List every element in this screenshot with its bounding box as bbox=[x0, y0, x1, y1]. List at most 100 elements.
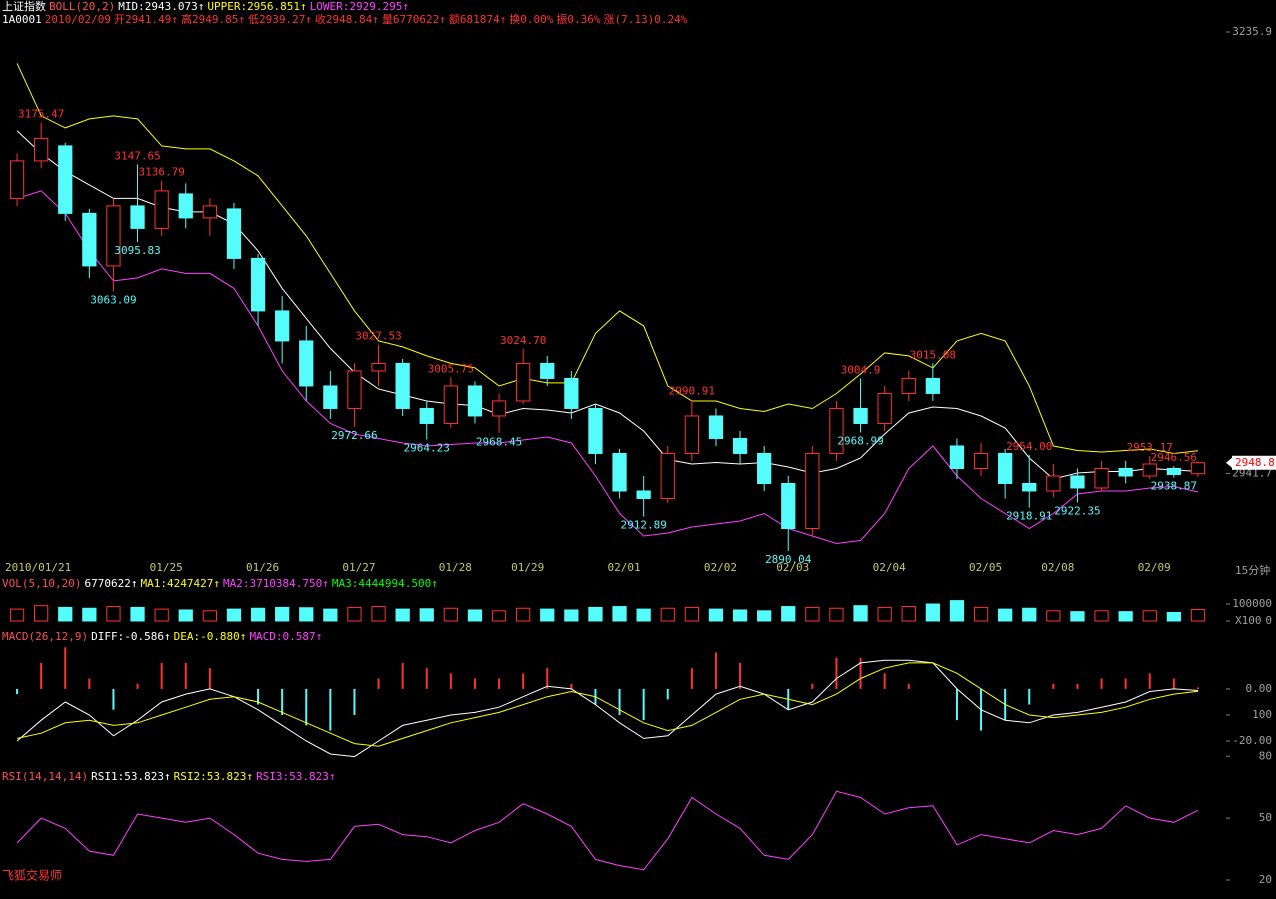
volume-bar bbox=[9, 608, 25, 622]
volume-bar bbox=[636, 608, 651, 622]
candle-body bbox=[949, 445, 965, 469]
x-tick-label: 01/26 bbox=[246, 561, 279, 574]
indicator-line bbox=[16, 659, 1199, 758]
y-tick-label: 50 bbox=[1259, 811, 1272, 824]
candle-body bbox=[1118, 467, 1133, 477]
volume-bar bbox=[226, 608, 242, 622]
extreme-label: 3175.47 bbox=[18, 108, 64, 121]
volume-bar bbox=[853, 605, 868, 622]
candle-body bbox=[757, 452, 772, 484]
x-tick-label: 02/08 bbox=[1041, 561, 1074, 574]
candle-body bbox=[853, 407, 868, 424]
candle-body bbox=[564, 377, 579, 409]
candle-body bbox=[154, 190, 169, 229]
volume-bar bbox=[34, 605, 49, 622]
header-item: BOLL(20,2) bbox=[49, 0, 116, 13]
x-tick-label: 02/09 bbox=[1138, 561, 1171, 574]
candle-body bbox=[540, 362, 555, 379]
header-item: 6770622↑ bbox=[84, 577, 138, 590]
candle-body bbox=[998, 452, 1013, 484]
header-item: RSI3:53.823↑ bbox=[256, 770, 336, 783]
x-tick-label: 02/03 bbox=[776, 561, 809, 574]
period-label: 15分钟 bbox=[1235, 563, 1270, 577]
y-tick-label: 20 bbox=[1259, 873, 1272, 886]
volume-bar bbox=[660, 607, 675, 622]
brand: 飞狐交易师 bbox=[2, 868, 62, 883]
extreme-label: 2964.23 bbox=[404, 442, 450, 455]
volume-bar bbox=[250, 607, 266, 622]
candle-body bbox=[9, 160, 25, 199]
volume-bar bbox=[130, 606, 145, 622]
candle-body bbox=[443, 385, 458, 424]
header-item: RSI(14,14,14) bbox=[2, 770, 89, 783]
header-item: 收2948.84↑ bbox=[314, 13, 379, 26]
volume-bar bbox=[829, 607, 844, 622]
indicator-line bbox=[16, 190, 1199, 545]
volume-bar bbox=[564, 609, 579, 622]
indicator-line bbox=[16, 130, 1199, 480]
volume-bar bbox=[1022, 607, 1037, 622]
price-tag-label: 2948.8 bbox=[1235, 456, 1275, 469]
indicator-header: MACD(26,12,9) DIFF:-0.586↑ DEA:-0.880↑ MACD… bbox=[2, 630, 325, 643]
candle-body bbox=[1046, 475, 1061, 492]
volume-bar bbox=[973, 606, 989, 622]
indicator-line bbox=[16, 63, 1199, 455]
candle-body bbox=[226, 208, 242, 259]
header-item: RSI1:53.823↑ bbox=[91, 770, 171, 783]
volume-bar bbox=[612, 606, 627, 622]
x-tick-label: 01/25 bbox=[150, 561, 183, 574]
candle-body bbox=[82, 212, 97, 267]
candle-body bbox=[395, 362, 410, 409]
candle-body bbox=[516, 362, 531, 402]
extreme-label: 2953.17 bbox=[1127, 441, 1173, 454]
x-tick-label: 01/28 bbox=[439, 561, 472, 574]
candle-body bbox=[323, 385, 338, 409]
volume-bar bbox=[1070, 611, 1085, 622]
x-tick-label: 2010/01/21 bbox=[5, 561, 71, 574]
candle-body bbox=[732, 437, 748, 454]
indicator-header: VOL(5,10,20) 6770622↑ MA1:4247427↑ MA2:3710… bbox=[2, 577, 441, 590]
header-item: 额681874↑ bbox=[448, 13, 507, 26]
candle-body bbox=[275, 310, 290, 342]
volume-bar bbox=[805, 606, 820, 622]
candle-body bbox=[588, 407, 603, 454]
extreme-label: 3004.9 bbox=[841, 364, 881, 377]
volume-bar bbox=[1142, 610, 1157, 622]
extreme-label: 3136.79 bbox=[138, 166, 184, 179]
volume-bar bbox=[106, 606, 121, 622]
candle-body bbox=[829, 407, 844, 454]
volume-bar bbox=[82, 607, 97, 622]
x-tick-label: 02/04 bbox=[873, 561, 906, 574]
x-tick-label: 02/01 bbox=[608, 561, 641, 574]
extreme-label: 2890.04 bbox=[765, 553, 812, 566]
volume-bar bbox=[202, 610, 217, 622]
header-item: 上证指数 bbox=[2, 0, 46, 13]
volume-bar bbox=[154, 608, 169, 622]
y-tick-label: 3235.9 bbox=[1232, 25, 1272, 38]
x-tick-label: 01/27 bbox=[342, 561, 375, 574]
candle-body bbox=[781, 482, 796, 529]
volume-bar bbox=[419, 608, 434, 622]
y-tick-label: -20.00 bbox=[1232, 734, 1272, 747]
y-tick-label: 100 bbox=[1252, 708, 1272, 721]
extreme-label: 2968.45 bbox=[476, 435, 522, 448]
extreme-label: 2990.91 bbox=[669, 385, 715, 398]
volume-bar bbox=[757, 610, 772, 622]
extreme-label: 2918.91 bbox=[1006, 510, 1052, 523]
volume-bar bbox=[588, 606, 603, 622]
candle-body bbox=[299, 340, 314, 387]
price-tag bbox=[1232, 455, 1276, 470]
extreme-label: 3063.09 bbox=[90, 293, 136, 306]
volume-bar bbox=[299, 607, 314, 622]
volume-bar bbox=[443, 607, 458, 622]
indicator-line bbox=[16, 790, 1199, 871]
candle-body bbox=[636, 490, 651, 499]
volume-bar bbox=[58, 606, 73, 622]
candle-body bbox=[973, 452, 989, 469]
volume-bar bbox=[540, 608, 555, 622]
y-tick-label: 0 bbox=[1265, 614, 1272, 627]
candle-body bbox=[1166, 467, 1181, 475]
candle-body bbox=[805, 452, 820, 529]
candle-body bbox=[491, 400, 507, 417]
